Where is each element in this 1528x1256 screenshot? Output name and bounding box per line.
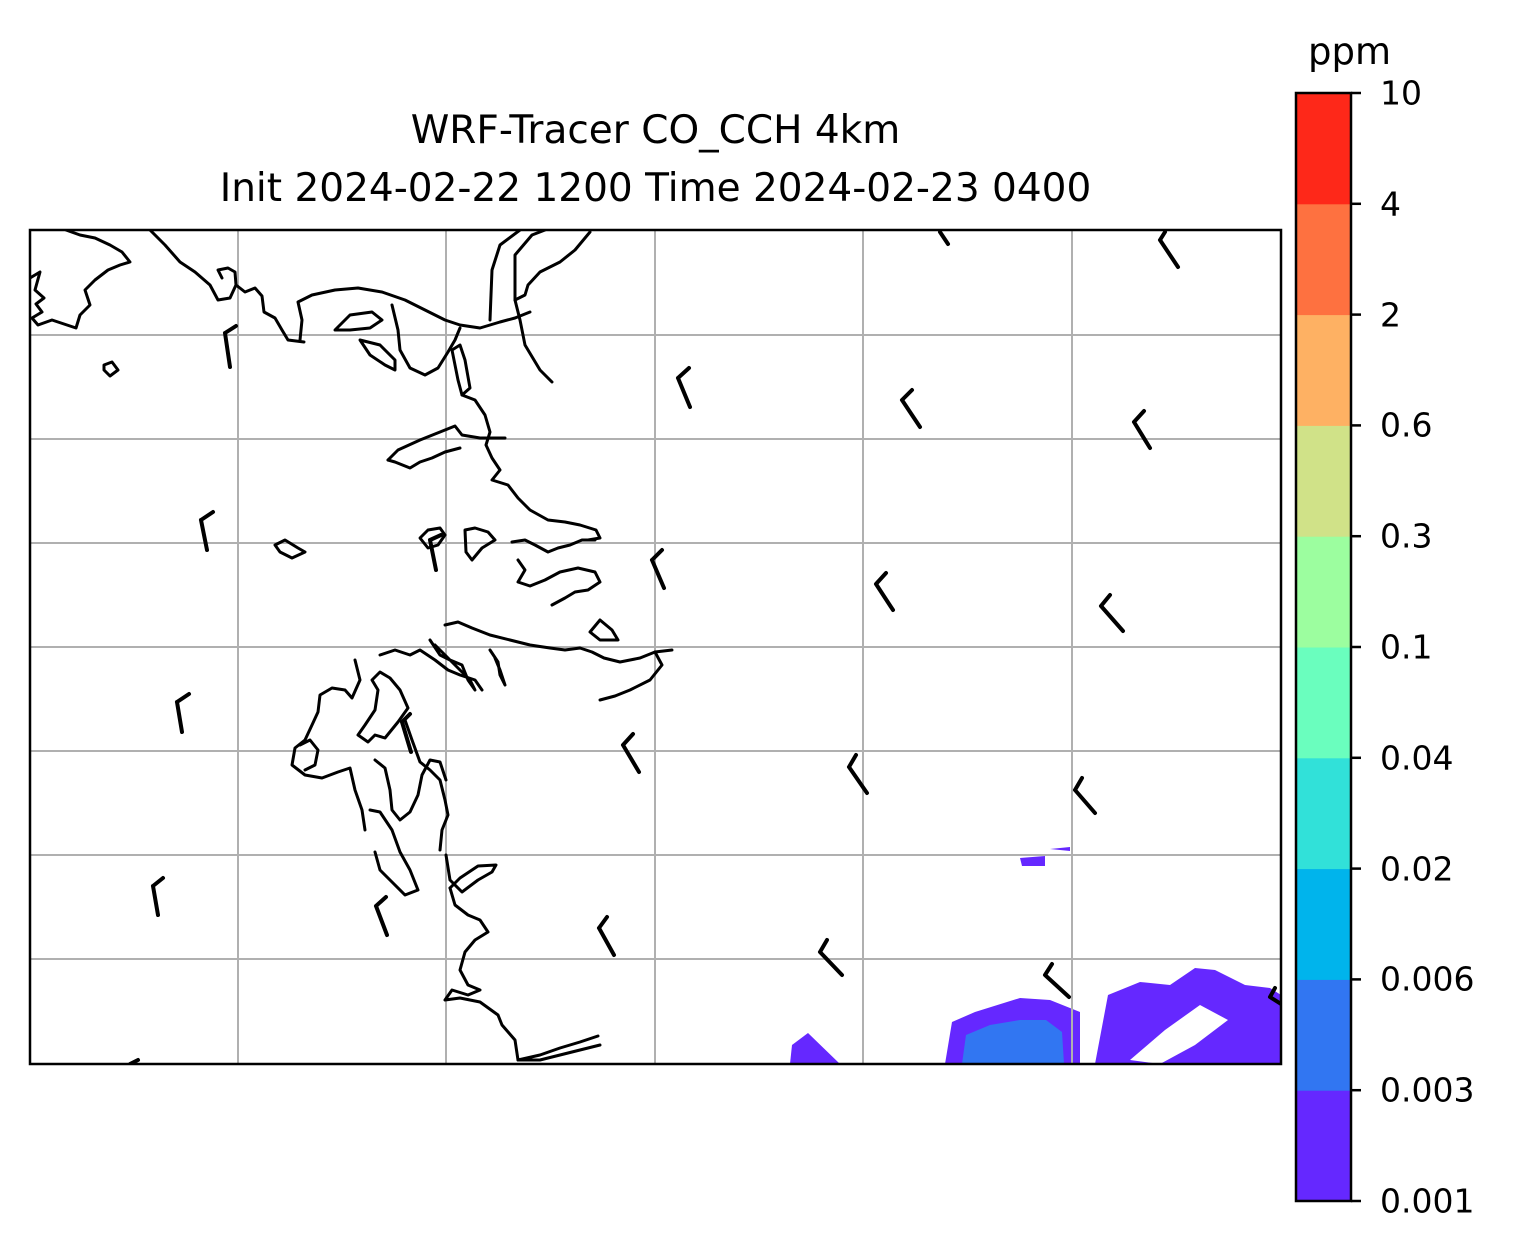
coastline [298, 738, 320, 772]
coastline [450, 343, 472, 397]
colorbar-band [1296, 314, 1351, 426]
coastline [102, 360, 120, 378]
wind-barb [938, 230, 950, 246]
colorbar-band [1296, 868, 1351, 980]
wind-barb [1099, 593, 1125, 633]
colorbar-band [1296, 647, 1351, 759]
colorbar-band [1296, 536, 1351, 648]
wind-barb [900, 388, 922, 429]
colorbar-tick-label: 0.04 [1380, 738, 1454, 778]
colorbar-tick-label: 0.006 [1380, 959, 1475, 999]
colorbar-band [1296, 425, 1351, 537]
coastline [510, 538, 597, 554]
coastline [443, 886, 600, 1062]
colorbar-band [1296, 93, 1351, 205]
coastline [358, 338, 397, 372]
wind-barb [847, 753, 869, 795]
colorbar-tick-label: 0.003 [1380, 1070, 1475, 1110]
coastlines [30, 230, 674, 1062]
colorbar-tick-label: 0.02 [1380, 849, 1454, 889]
map-title-line-2: Init 2024-02-22 1200 Time 2024-02-23 040… [219, 166, 1092, 211]
map-title-line-1: WRF-Tracer CO_CCH 4km [410, 108, 901, 153]
tracer-clear-patch [1130, 1005, 1228, 1064]
coastline [443, 620, 674, 664]
colorbar-band [1296, 979, 1351, 1091]
coastline [418, 526, 447, 550]
coastline [463, 526, 497, 562]
wind-barb [1158, 230, 1180, 269]
coastline [386, 424, 507, 462]
wind-barb [1132, 409, 1152, 450]
coastline [598, 650, 664, 702]
wind-barb [428, 533, 443, 572]
coastline [488, 230, 522, 322]
wind-barb [650, 548, 666, 590]
coastline [516, 1043, 602, 1062]
coastline [488, 648, 507, 687]
tracer-contour-level-1 [1050, 847, 1070, 851]
colorbar-ticks [1351, 91, 1361, 1203]
tracer-contour-level-2 [962, 1020, 1064, 1064]
coastline [30, 230, 132, 330]
wind-barb [374, 895, 389, 937]
wind-barb [874, 571, 895, 612]
coastline [333, 310, 384, 332]
wind-barb [223, 324, 238, 369]
wind-barb [199, 510, 215, 552]
wind-barb [151, 876, 165, 917]
wind-barb [1043, 962, 1071, 999]
wind-barb [818, 938, 844, 977]
map-plot-area [30, 230, 1281, 1064]
colorbar-tick-label: 0.3 [1380, 516, 1433, 556]
coastline [516, 558, 602, 607]
map-frame [28, 228, 1283, 1066]
wind-barb [1268, 986, 1281, 1006]
wind-barbs [128, 230, 1281, 1064]
colorbar-tick-label: 0.1 [1380, 627, 1433, 667]
coastline [513, 298, 554, 384]
coastline [273, 538, 307, 560]
wind-barb [400, 712, 413, 754]
coastline [148, 230, 238, 302]
coastline [513, 230, 592, 302]
wind-barb [175, 692, 191, 734]
coastline [428, 638, 477, 692]
coastline [403, 718, 450, 852]
colorbar-band [1296, 757, 1351, 870]
tracer-contour-level-1 [1020, 856, 1045, 866]
coastline [368, 808, 420, 897]
coastline [296, 286, 532, 342]
colorbar-band [1296, 1090, 1351, 1202]
coastline [588, 618, 620, 642]
colorbar-band [1296, 203, 1351, 316]
wind-barb [1073, 776, 1097, 815]
coastline [444, 853, 498, 894]
colorbar-tick-label: 4 [1380, 184, 1401, 224]
coastline [390, 303, 462, 377]
map-gridlines [30, 230, 1281, 1064]
colorbar-tick-label: 0.001 [1380, 1181, 1475, 1221]
coastline [356, 670, 410, 744]
coastline [386, 446, 462, 470]
wind-barb [676, 366, 692, 409]
coastline [373, 758, 448, 822]
colorbar-tick-label: 0.6 [1380, 405, 1433, 445]
colorbar [1296, 93, 1351, 1202]
tracer-contour-level-1 [790, 1033, 840, 1064]
coastline [460, 393, 602, 542]
coastline [513, 230, 547, 302]
colorbar-tick-label: 10 [1380, 73, 1422, 113]
coastline [234, 283, 306, 344]
tracer-fill [790, 847, 1281, 1064]
colorbar-tick-label: 2 [1380, 295, 1401, 335]
wind-barb [621, 732, 641, 774]
colorbar-unit-label: ppm [1308, 30, 1392, 73]
wind-barb [597, 915, 616, 957]
